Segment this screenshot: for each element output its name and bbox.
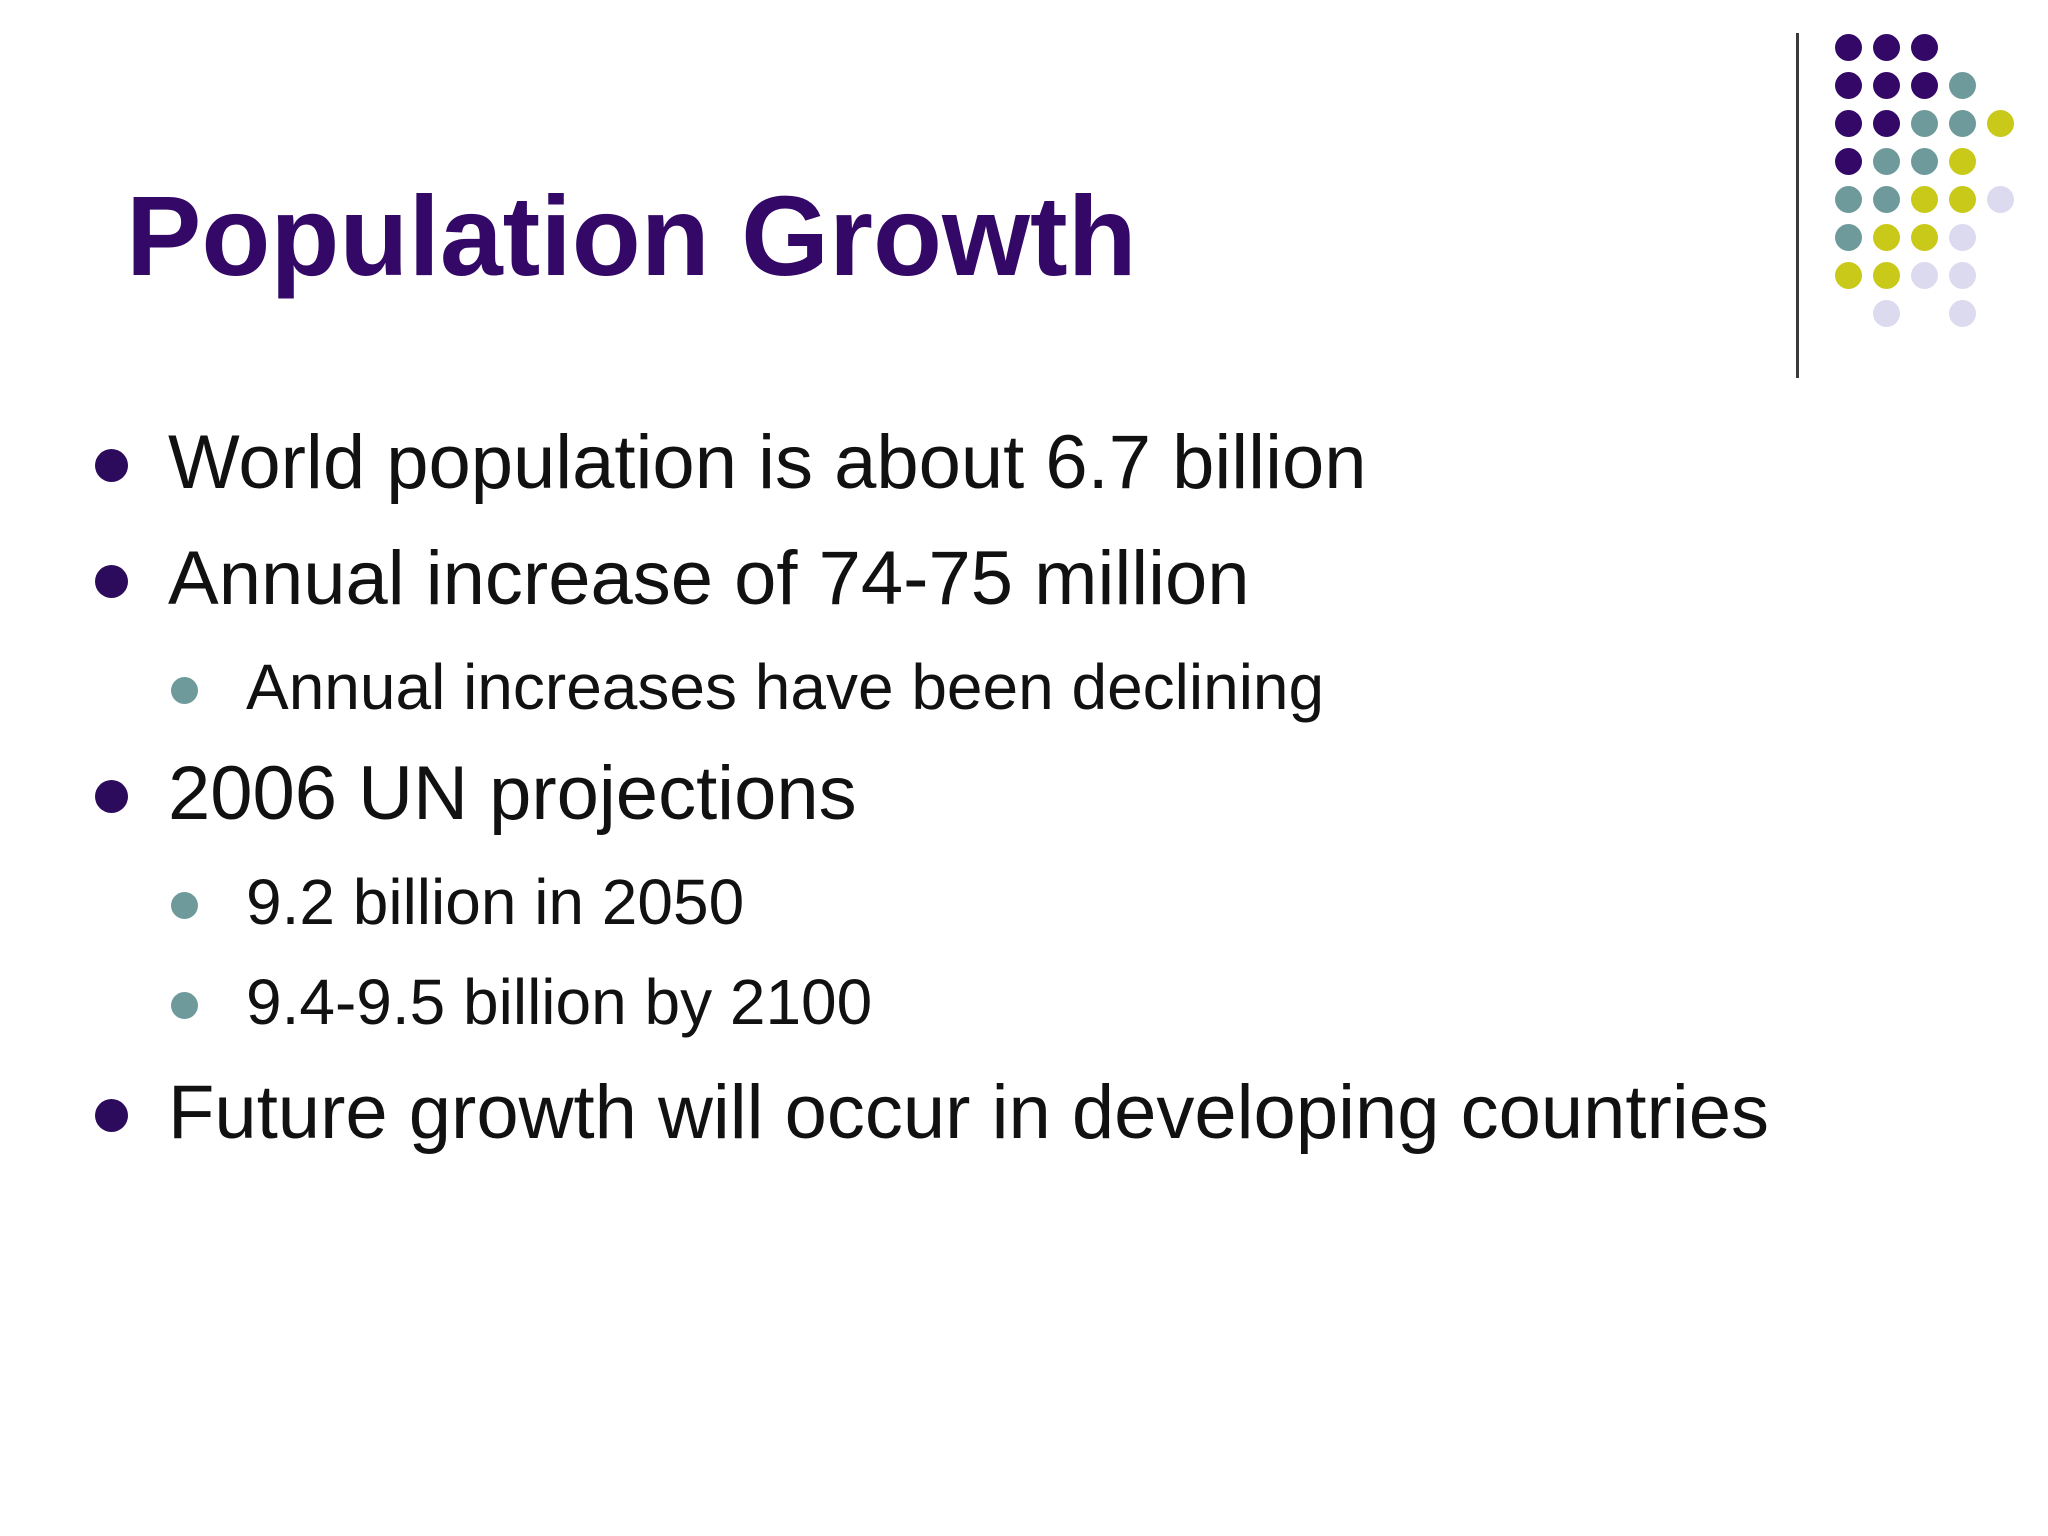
- decorative-dot: [1910, 147, 1938, 175]
- decorative-dot: [1910, 261, 1938, 289]
- decorative-dot: [1872, 185, 1900, 213]
- decorative-dot: [1910, 223, 1938, 251]
- decorative-dot: [1872, 299, 1900, 327]
- bullet-text: World population is about 6.7 billion: [168, 420, 1367, 505]
- decorative-dot: [1948, 109, 1976, 137]
- sub-bullet-text: 9.2 billion in 2050: [246, 866, 745, 938]
- sub-bullet-text: 9.4-9.5 billion by 2100: [246, 966, 873, 1038]
- decorative-dot: [1948, 185, 1976, 213]
- sub-bullet-dot-icon: [171, 892, 198, 919]
- slide-title: Population Growth: [126, 173, 1137, 299]
- decorative-dot: [1872, 109, 1900, 137]
- decorative-dot: [1910, 71, 1938, 99]
- bullet-item-un-projections: 2006 UN projections: [95, 756, 857, 832]
- decorative-dot: [1834, 147, 1862, 175]
- sub-bullet-text: Annual increases have been declining: [246, 651, 1325, 723]
- decorative-dot: [1948, 71, 1976, 99]
- bullet-dot-icon: [95, 565, 128, 598]
- decorative-dot: [1834, 185, 1862, 213]
- bullet-item-future-growth: Future growth will occur in developing c…: [95, 1075, 1769, 1151]
- decorative-dot: [1910, 33, 1938, 61]
- bullet-dot-icon: [95, 780, 128, 813]
- bullet-item-annual-increase: Annual increase of 74-75 million: [95, 541, 1250, 617]
- decorative-dot: [1834, 109, 1862, 137]
- sub-bullet-item-declining: Annual increases have been declining: [171, 655, 1324, 719]
- sub-bullet-item-2050: 9.2 billion in 2050: [171, 870, 744, 934]
- decorative-dot: [1986, 109, 2014, 137]
- bullet-text: Future growth will occur in developing c…: [168, 1070, 1770, 1155]
- decorative-dot: [1910, 185, 1938, 213]
- decorative-dot: [1872, 71, 1900, 99]
- bullet-text: Annual increase of 74-75 million: [168, 536, 1250, 621]
- decorative-dot: [1910, 109, 1938, 137]
- decorative-dot: [1872, 261, 1900, 289]
- decorative-dot: [1872, 223, 1900, 251]
- bullet-item-world-population: World population is about 6.7 billion: [95, 425, 1366, 501]
- decorative-dot: [1834, 223, 1862, 251]
- sub-bullet-item-2100: 9.4-9.5 billion by 2100: [171, 970, 872, 1034]
- decorative-dot: [1872, 33, 1900, 61]
- decorative-dot: [1948, 147, 1976, 175]
- bullet-text: 2006 UN projections: [168, 751, 857, 836]
- decorative-dot: [1834, 261, 1862, 289]
- title-divider-line: [1796, 33, 1799, 378]
- sub-bullet-dot-icon: [171, 992, 198, 1019]
- bullet-dot-icon: [95, 449, 128, 482]
- decorative-dot: [1948, 299, 1976, 327]
- decorative-dot: [1948, 261, 1976, 289]
- decorative-dot: [1834, 71, 1862, 99]
- sub-bullet-dot-icon: [171, 677, 198, 704]
- decorative-dot: [1948, 223, 1976, 251]
- decorative-dot: [1834, 33, 1862, 61]
- bullet-dot-icon: [95, 1099, 128, 1132]
- decorative-dot: [1986, 185, 2014, 213]
- decorative-dot: [1872, 147, 1900, 175]
